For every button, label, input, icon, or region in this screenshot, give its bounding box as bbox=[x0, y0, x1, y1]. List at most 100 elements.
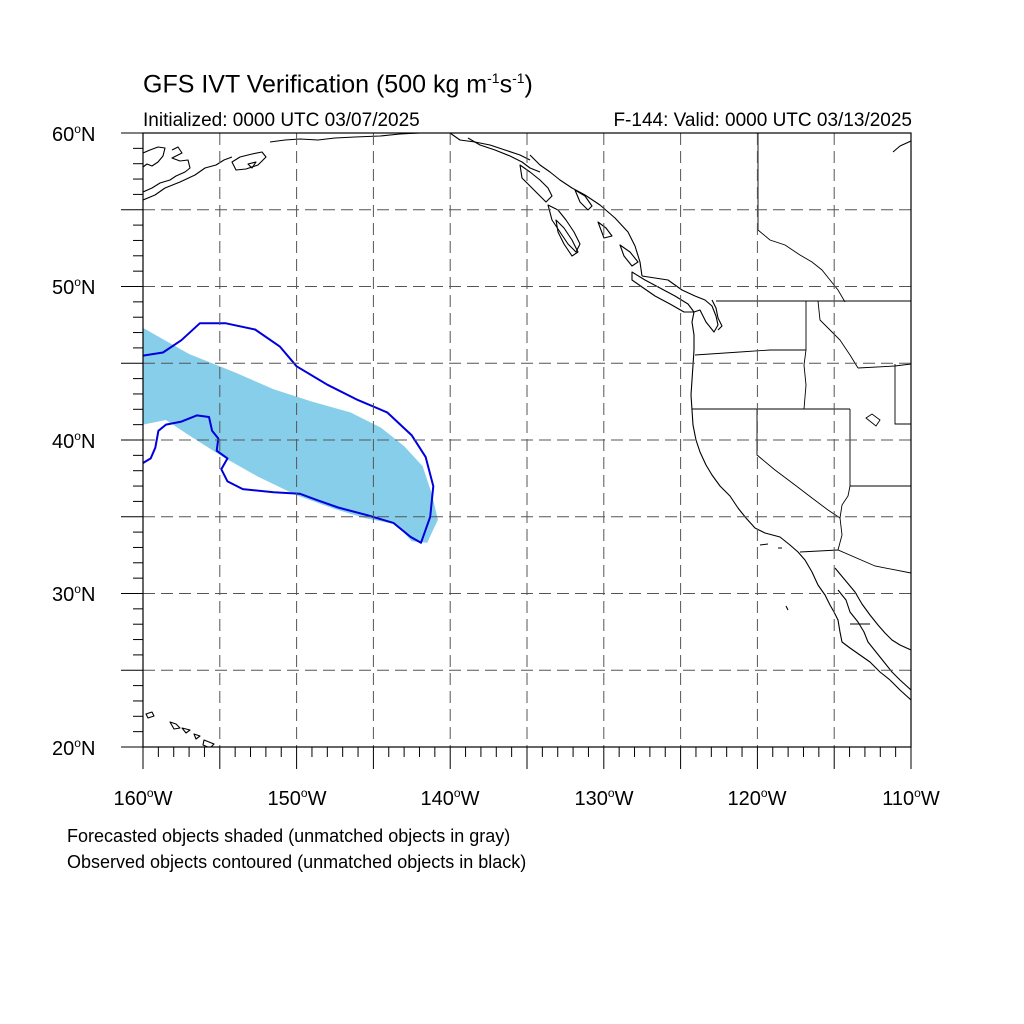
lon-label-110: 110oW bbox=[882, 786, 939, 811]
valid-time: F-144: Valid: 0000 UTC 03/13/2025 bbox=[613, 110, 912, 131]
political-borders bbox=[692, 133, 911, 625]
lon-label-120: 120oW bbox=[728, 786, 787, 811]
coastlines bbox=[143, 133, 911, 747]
lon-suffix: W bbox=[614, 788, 634, 810]
lon-suffix: W bbox=[767, 788, 787, 810]
degree-symbol: o bbox=[146, 786, 154, 800]
lon-value: 140 bbox=[420, 788, 454, 810]
lat-suffix: N bbox=[80, 431, 96, 453]
degree-symbol: o bbox=[74, 429, 81, 443]
lon-value: 150 bbox=[267, 788, 301, 810]
idaho-montana-border bbox=[817, 300, 859, 369]
lat-suffix: N bbox=[80, 277, 96, 299]
axis-ticks bbox=[121, 132, 912, 769]
observed-contour-1 bbox=[142, 322, 435, 544]
title-exponent-2: -1 bbox=[512, 70, 525, 86]
lat-label-20: 20oN bbox=[52, 736, 95, 761]
hawaii-coast bbox=[181, 727, 191, 734]
degree-symbol: o bbox=[453, 786, 461, 800]
lon-value: 130 bbox=[574, 788, 608, 810]
lon-suffix: W bbox=[920, 788, 940, 810]
grid-lines bbox=[143, 133, 911, 747]
gulf-of-alaska-coast bbox=[449, 133, 531, 161]
degree-symbol: o bbox=[74, 122, 81, 136]
initialized-time: Initialized: 0000 UTC 03/07/2025 bbox=[143, 110, 420, 131]
lon-label-160: 160oW bbox=[114, 786, 173, 811]
title-close: ) bbox=[524, 70, 533, 99]
great-salt-lake bbox=[865, 413, 881, 427]
washington-oregon-border bbox=[694, 349, 806, 356]
panhandle-islands bbox=[574, 189, 593, 211]
lat-suffix: N bbox=[80, 738, 96, 760]
lat-label-30: 30oN bbox=[52, 582, 95, 607]
page-title: GFS IVT Verification (500 kg m-1s-1) bbox=[143, 70, 533, 99]
degree-symbol: o bbox=[74, 582, 81, 596]
lon-suffix: W bbox=[153, 788, 173, 810]
islands-coast bbox=[247, 161, 257, 169]
gulf-of-alaska-coast bbox=[269, 133, 421, 143]
panhandle-islands bbox=[519, 164, 553, 203]
degree-symbol: o bbox=[300, 786, 308, 800]
degree-symbol: o bbox=[760, 786, 768, 800]
lat-value: 50 bbox=[52, 277, 75, 299]
hawaii-coast bbox=[193, 733, 201, 740]
degree-symbol: o bbox=[914, 786, 921, 800]
lat-value: 30 bbox=[52, 584, 75, 606]
gulf-of-alaska-coast bbox=[467, 137, 541, 173]
lon-value: 160 bbox=[113, 788, 147, 810]
vancouver-island-coast bbox=[631, 271, 695, 313]
panhandle-islands bbox=[597, 221, 613, 239]
lon-suffix: W bbox=[307, 788, 327, 810]
lon-label-150: 150oW bbox=[268, 786, 327, 811]
lat-value: 60 bbox=[52, 124, 75, 146]
lat-suffix: N bbox=[80, 584, 96, 606]
us-mexico-border bbox=[799, 549, 911, 574]
legend-observed-note: Observed objects contoured (unmatched ob… bbox=[67, 852, 527, 872]
lat-label-60: 60oN bbox=[52, 122, 95, 147]
kodiak-island-coast bbox=[231, 151, 267, 171]
ivt-objects bbox=[143, 327, 438, 543]
gulf-of-california-coast bbox=[834, 567, 911, 651]
degree-symbol: o bbox=[74, 275, 81, 289]
puget-sound-coast bbox=[711, 299, 723, 331]
colorado-river-border bbox=[837, 517, 843, 551]
haida-gwaii-coast bbox=[555, 219, 579, 257]
panhandle-islands bbox=[547, 204, 581, 253]
lat-value: 20 bbox=[52, 738, 75, 760]
alaska-peninsula-coast bbox=[143, 156, 233, 201]
degree-symbol: o bbox=[607, 786, 615, 800]
panhandle-islands bbox=[619, 244, 639, 267]
california-nevada-border bbox=[756, 409, 841, 519]
panhandle-coast bbox=[529, 154, 643, 277]
lat-value: 40 bbox=[52, 431, 75, 453]
lon-suffix: W bbox=[460, 788, 480, 810]
west-coast-mainland bbox=[641, 275, 911, 701]
arizona-border bbox=[839, 485, 851, 519]
title-unit-s: s bbox=[499, 70, 513, 99]
alaska-peninsula-coast bbox=[143, 146, 166, 168]
lon-label-130: 130oW bbox=[575, 786, 634, 811]
wyoming-border bbox=[894, 364, 911, 425]
hawaii-coast bbox=[202, 739, 215, 747]
oregon-idaho-border bbox=[803, 349, 807, 410]
hawaii-coast bbox=[145, 711, 155, 719]
title-exponent-1: -1 bbox=[487, 70, 500, 86]
alberta-bc-border bbox=[757, 229, 846, 303]
degree-symbol: o bbox=[74, 736, 81, 750]
lon-value: 120 bbox=[727, 788, 761, 810]
lat-suffix: N bbox=[80, 124, 96, 146]
gulf-of-california-coast bbox=[837, 589, 911, 691]
lon-value: 110 bbox=[882, 788, 915, 810]
forecast-object-0 bbox=[143, 327, 438, 543]
lat-label-50: 50oN bbox=[52, 275, 95, 300]
channel-islands-coast bbox=[759, 543, 789, 611]
alaska-peninsula-coast bbox=[143, 146, 191, 193]
lat-label-40: 40oN bbox=[52, 429, 95, 454]
hawaii-coast bbox=[169, 721, 181, 730]
legend-forecast-note: Forecasted objects shaded (unmatched obj… bbox=[67, 826, 511, 846]
hudson-coast bbox=[892, 140, 911, 153]
title-text: GFS IVT Verification (500 kg m bbox=[143, 70, 488, 99]
lon-label-140: 140oW bbox=[421, 786, 480, 811]
montana-wyoming-border bbox=[857, 363, 911, 369]
